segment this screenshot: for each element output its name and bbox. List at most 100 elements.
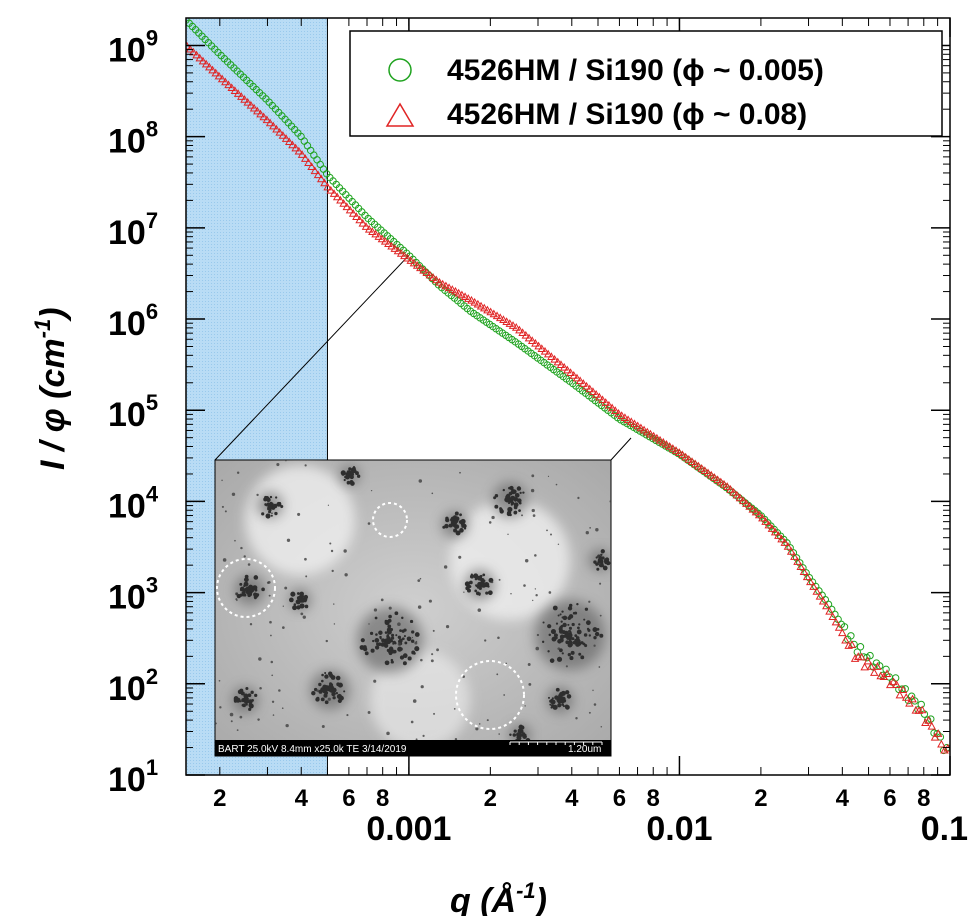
data-point	[911, 697, 919, 705]
data-point	[294, 146, 304, 155]
data-point	[588, 387, 598, 395]
data-point	[224, 80, 233, 89]
data-point	[825, 606, 834, 615]
data-point	[300, 154, 310, 162]
data-point	[227, 83, 236, 92]
x-minor-tick-label: 6	[883, 785, 896, 812]
data-point	[201, 59, 211, 68]
data-point	[208, 65, 217, 74]
data-point	[374, 232, 384, 240]
legend-marker-circle	[388, 58, 412, 82]
data-point	[521, 330, 531, 339]
data-point	[598, 395, 607, 404]
data-point	[269, 121, 278, 130]
data-point	[432, 275, 441, 284]
data-point	[703, 468, 713, 477]
data-point	[761, 517, 770, 525]
x-minor-tick-label: 8	[376, 785, 389, 812]
data-point	[742, 499, 751, 507]
data-point	[869, 668, 879, 676]
data-point	[940, 745, 949, 754]
data-point	[384, 239, 393, 248]
y-axis-title-close: )	[34, 307, 72, 321]
data-point	[633, 421, 642, 430]
data-point	[917, 705, 927, 714]
data-point	[205, 62, 214, 71]
data-point	[738, 496, 748, 505]
data-point	[895, 690, 905, 699]
data-point	[310, 166, 320, 175]
y-tick-label: 104	[108, 481, 159, 525]
data-point	[355, 215, 364, 224]
data-point	[428, 273, 438, 281]
data-point	[297, 150, 307, 158]
legend-marker-triangle	[385, 102, 415, 127]
x-minor-tick-label: 2	[754, 785, 767, 812]
data-point	[611, 406, 620, 414]
data-point	[719, 479, 729, 488]
data-point	[927, 721, 937, 730]
data-point	[665, 442, 674, 450]
data-point	[905, 698, 914, 707]
data-point	[891, 674, 900, 682]
data-point	[866, 651, 874, 660]
data-point	[828, 612, 837, 620]
x-axis-title-close: )	[533, 882, 547, 916]
data-point	[195, 53, 204, 62]
data-point	[844, 641, 853, 649]
data-point	[441, 281, 451, 290]
data-point	[639, 425, 649, 434]
data-point	[211, 68, 220, 77]
data-point	[393, 246, 403, 255]
data-point	[390, 244, 399, 252]
data-point	[534, 341, 543, 350]
sem-caption-info: BART 25.0kV 8.4mm x25.0k TE 3/14/2019	[218, 744, 407, 755]
data-point	[371, 229, 380, 238]
data-point	[659, 437, 668, 446]
data-point	[838, 628, 847, 637]
data-point	[834, 622, 844, 631]
data-point	[700, 466, 710, 475]
highlight-circle-1	[216, 558, 276, 618]
x-tick-labels: 2 4 6 8 2 4 6 8 2 4 6 80.001 0.01 0.1	[213, 785, 968, 848]
data-point	[857, 652, 866, 661]
axis-ticks	[186, 17, 951, 776]
sem-scale-label: 1.20um	[568, 744, 601, 755]
data-series	[186, 18, 950, 755]
data-point	[812, 587, 821, 595]
data-point	[722, 482, 732, 490]
data-point	[527, 336, 537, 345]
data-point	[930, 732, 940, 741]
x-minor-tick-label: 2	[484, 785, 497, 812]
data-point	[221, 77, 230, 86]
data-point	[253, 106, 262, 115]
data-point	[726, 484, 735, 493]
data-point	[716, 477, 726, 486]
y-axis-title: I / φ (cm-1)	[30, 307, 72, 470]
y-tick-label: 109	[108, 25, 158, 69]
legend-label-series-1: 4526HM / Si190 (ϕ ~ 0.005)	[447, 54, 824, 87]
data-point	[556, 360, 566, 369]
y-tick-labels: 101 102 103 104 105 106 107 108 109	[108, 25, 159, 799]
data-point	[265, 118, 275, 127]
data-point	[863, 656, 873, 665]
data-point	[623, 415, 633, 424]
legend-label-series-2: 4526HM / Si190 (ϕ ~ 0.08)	[447, 98, 807, 131]
data-point	[339, 199, 348, 207]
data-point	[850, 654, 860, 662]
x-minor-tick-label: 6	[613, 785, 626, 812]
y-tick-label: 107	[108, 208, 158, 252]
data-point	[607, 403, 617, 412]
data-point	[237, 92, 246, 100]
data-point	[655, 435, 665, 444]
data-point	[649, 431, 658, 440]
y-axis-title-sup: -1	[30, 319, 55, 339]
data-point	[403, 253, 412, 262]
data-point	[662, 439, 671, 448]
data-point	[620, 413, 630, 422]
data-point	[575, 376, 585, 385]
data-point	[416, 263, 425, 272]
data-point	[671, 446, 681, 454]
y-tick-label: 105	[108, 390, 158, 434]
